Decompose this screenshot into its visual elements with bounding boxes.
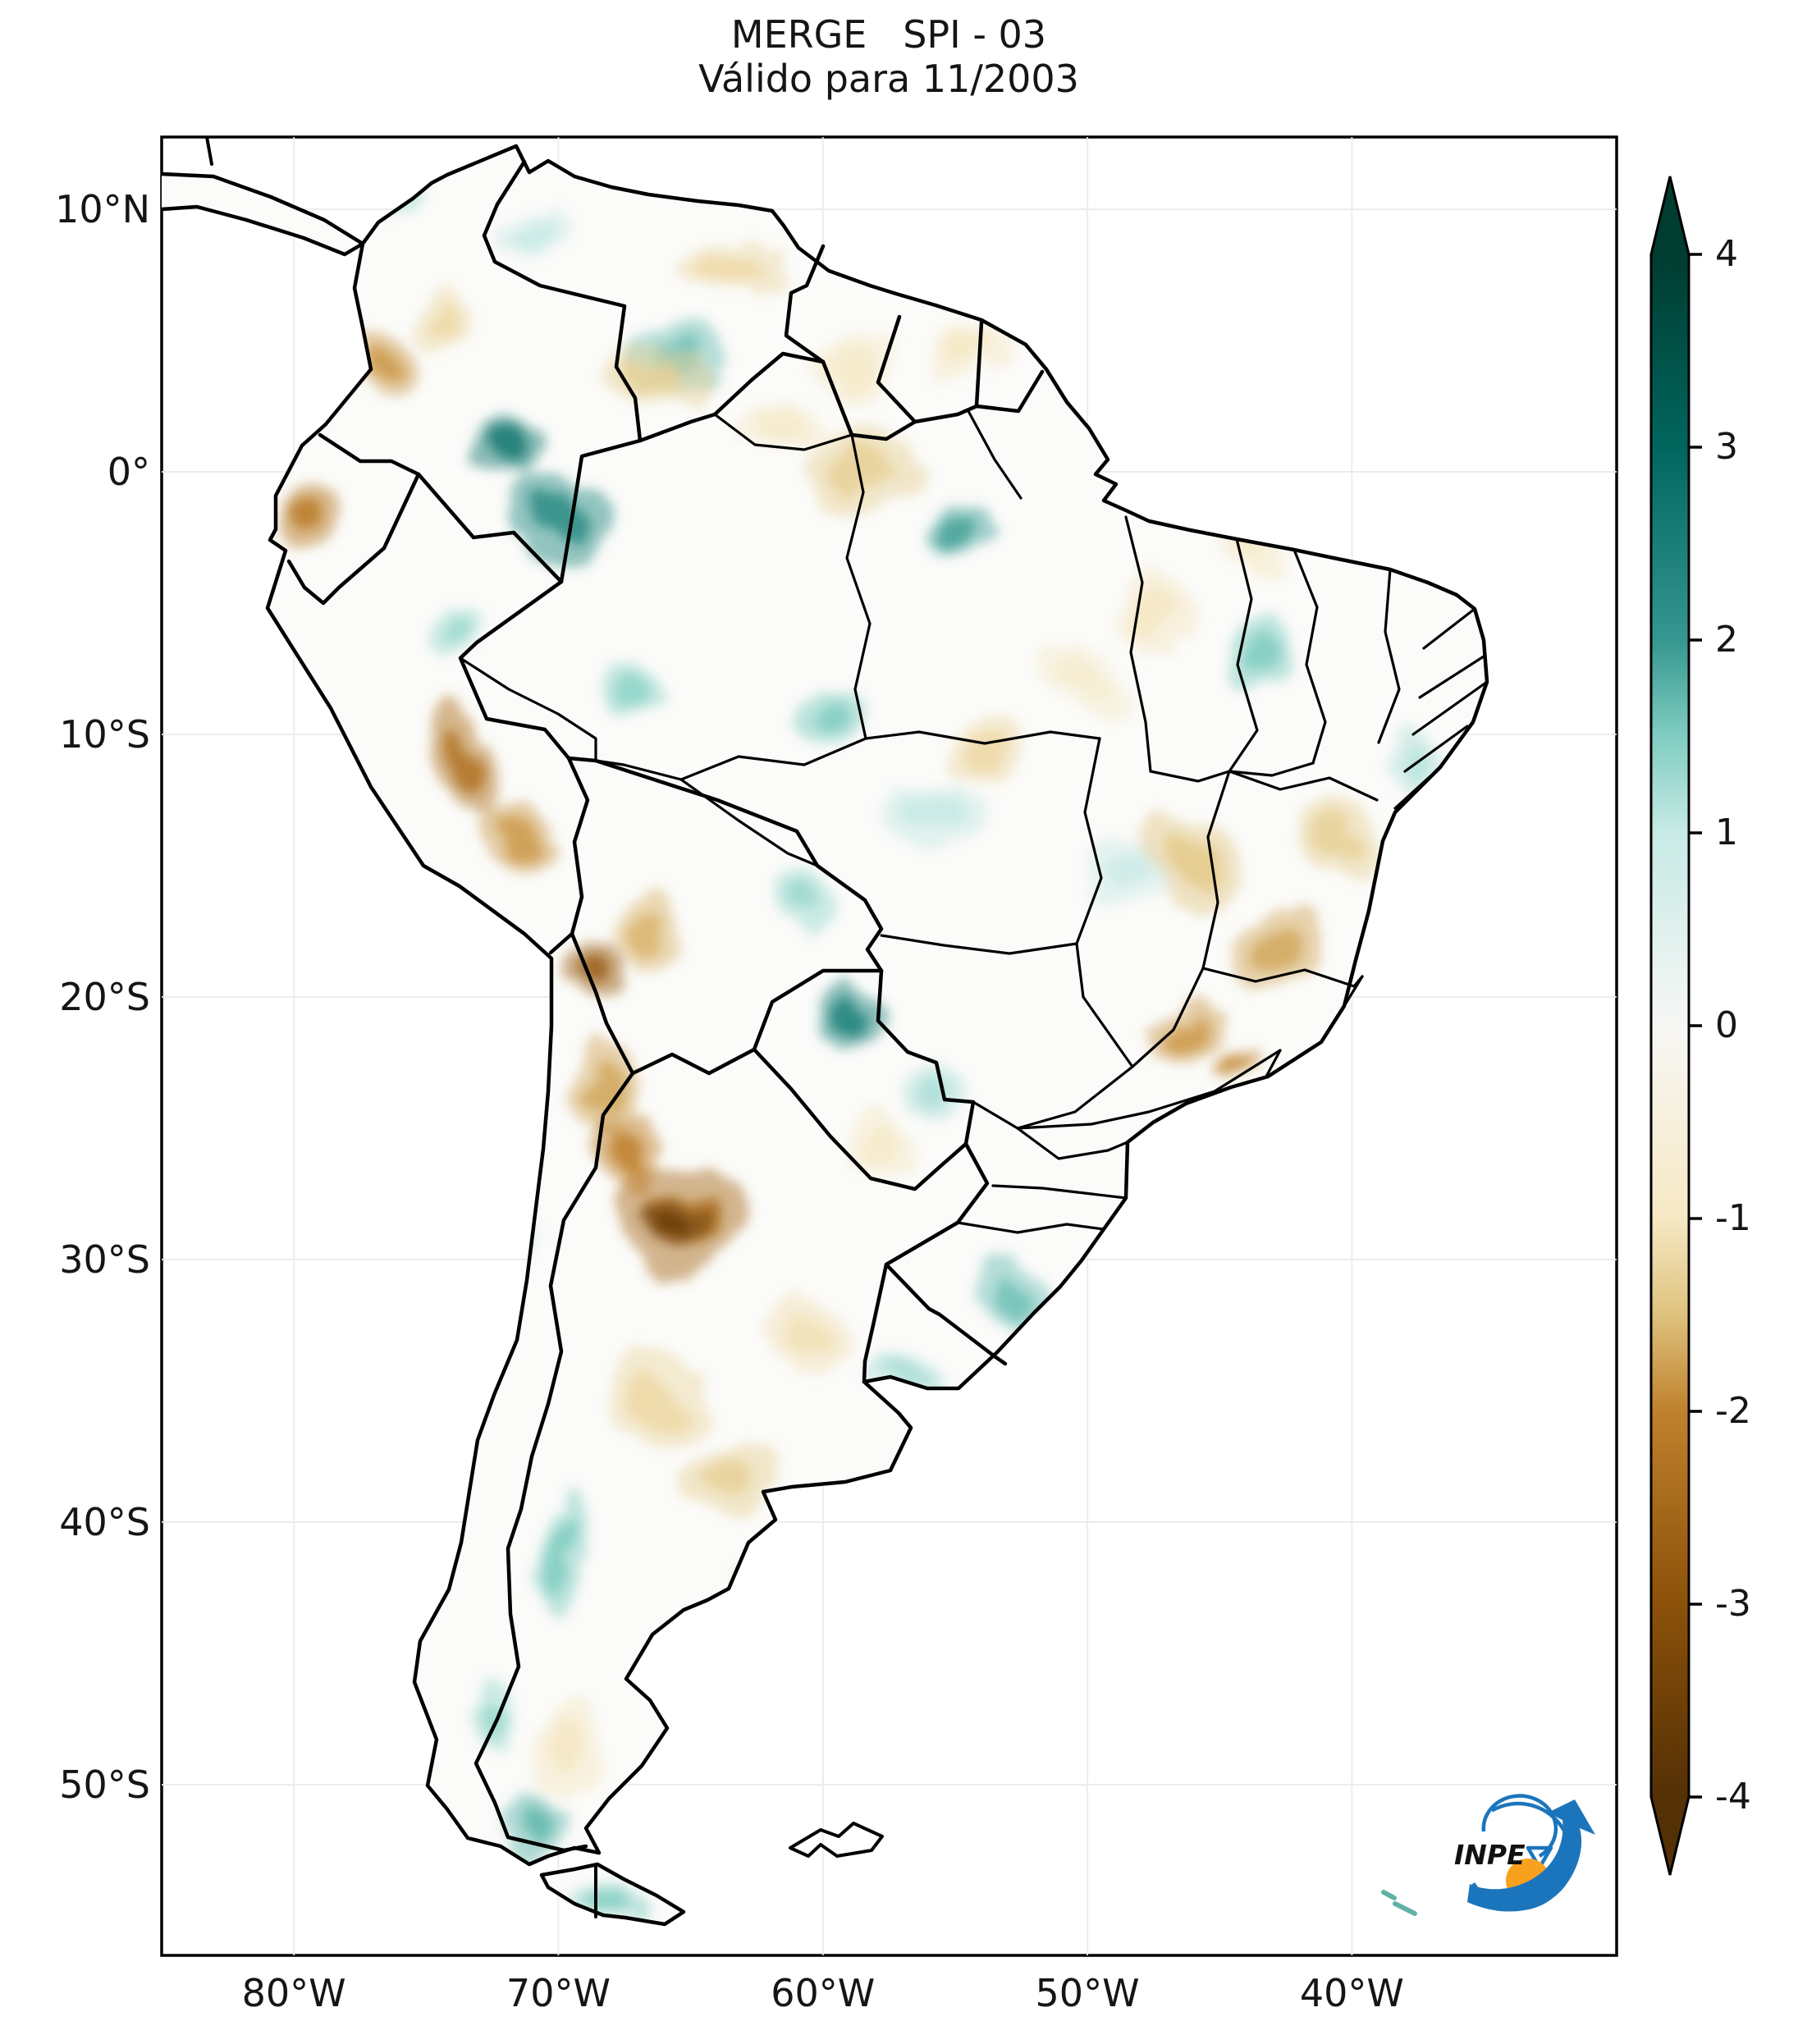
lon-tick-label: 70°W — [506, 1971, 611, 2015]
inpe-swirl-arrowhead — [1526, 1845, 1553, 1870]
colorbar-tick-label: -2 — [1715, 1390, 1751, 1432]
spi-blob-core — [629, 913, 673, 949]
spi-blob-core — [619, 362, 684, 398]
spi-blob-core — [609, 1131, 651, 1178]
spi-blob-core — [946, 341, 991, 367]
spi-blob-core — [708, 251, 758, 283]
spi-blob-core — [833, 443, 892, 485]
colorbar — [1649, 176, 1702, 1876]
spi-blob-core — [1244, 632, 1280, 679]
spi-blob-core — [1132, 597, 1176, 635]
lon-tick-label: 40°W — [1299, 1971, 1404, 2015]
falkland-islands — [789, 1822, 884, 1858]
colorbar-tick-marks — [1689, 253, 1702, 1799]
spi-blob-core — [500, 818, 538, 861]
state-borders — [459, 409, 1489, 1234]
page-title: MERGE SPI - 03 — [730, 12, 1047, 57]
spi-blob-core — [427, 304, 463, 334]
spi-blob-core — [902, 794, 955, 832]
lat-tick-label: 0° — [107, 450, 150, 494]
lat-tick-label: 50°S — [59, 1763, 150, 1807]
spi-blob-core — [649, 1205, 690, 1235]
spi-blob-core — [1320, 817, 1358, 862]
colorbar-tick-label: -4 — [1715, 1776, 1751, 1818]
spi-blob-core — [788, 1319, 832, 1357]
spi-blob-core — [295, 497, 331, 541]
page-subtitle: Válido para 11/2003 — [698, 57, 1079, 101]
inpe-big-arrow — [1467, 1799, 1595, 1912]
south-georgia-pixels — [1381, 1890, 1417, 1916]
lat-tick-label: 40°S — [59, 1500, 150, 1544]
spi-blob-core — [584, 1063, 623, 1115]
spi-blob-core — [1228, 1054, 1249, 1072]
spi-blob-core — [535, 496, 592, 542]
spi-blob-core — [995, 1276, 1037, 1311]
spi-blob-core — [554, 1719, 589, 1772]
spi-blob-core — [624, 1365, 678, 1417]
spi-anomaly-field — [280, 167, 1437, 1924]
spi-blob-core — [486, 440, 525, 473]
spi-blob-core — [1403, 741, 1427, 771]
colorbar-tick-label: 1 — [1715, 812, 1738, 853]
spi-blob-core — [835, 992, 874, 1028]
spi-blob-core — [1065, 664, 1109, 700]
inpe-swirl-inner — [1481, 1794, 1558, 1858]
spi-blob-core — [441, 732, 490, 789]
spi-blob-core — [862, 1136, 900, 1173]
spi-blob-core — [368, 340, 400, 378]
inpe-logo-text: INPE — [1454, 1839, 1526, 1871]
panama-border — [205, 137, 213, 166]
spi-blob-core — [1159, 841, 1217, 890]
lat-tick-label: 10°S — [59, 712, 150, 757]
spi-blob-core — [946, 510, 985, 539]
lat-tick-label: 20°S — [59, 975, 150, 1019]
spi-blob-core — [812, 698, 860, 734]
lon-tick-label: 80°W — [241, 1971, 346, 2015]
spi-blob-core — [698, 1461, 762, 1505]
colorbar-tick-label: 3 — [1715, 426, 1738, 468]
colorbar-tick-label: 4 — [1715, 233, 1738, 275]
spi-blob-core — [513, 214, 551, 241]
spi-blob-core — [592, 1895, 630, 1916]
panama-sliver — [162, 171, 365, 257]
spi-blob-core — [526, 1800, 553, 1848]
spi-blob-core — [604, 667, 645, 697]
spi-blob-core — [827, 349, 872, 385]
lon-tick-label: 50°W — [1035, 1971, 1140, 2015]
spi-blob-core — [547, 1530, 570, 1594]
colorbar-tick-label: 0 — [1715, 1004, 1738, 1046]
colorbar-gradient-bar — [1649, 176, 1690, 1876]
tierra-del-fuego — [539, 1862, 686, 1927]
inpe-logo: INPE — [1454, 1794, 1595, 1912]
spi-blob-core — [437, 616, 469, 642]
lat-tick-label: 30°S — [59, 1237, 150, 1282]
spi-blob-core — [762, 418, 804, 447]
spi-blob-core — [1256, 928, 1300, 972]
colorbar-tick-label: -3 — [1715, 1583, 1751, 1625]
spi-blob-core — [960, 729, 1013, 766]
colorbar-tick-label: -1 — [1715, 1197, 1751, 1239]
spi-blob-core — [1091, 861, 1136, 897]
colorbar-tick-label: 2 — [1715, 619, 1738, 661]
spi-blob-core — [782, 885, 821, 915]
lat-tick-label: 10°N — [55, 187, 150, 231]
coastline — [162, 137, 1489, 1927]
lon-tick-label: 60°W — [771, 1971, 876, 2015]
